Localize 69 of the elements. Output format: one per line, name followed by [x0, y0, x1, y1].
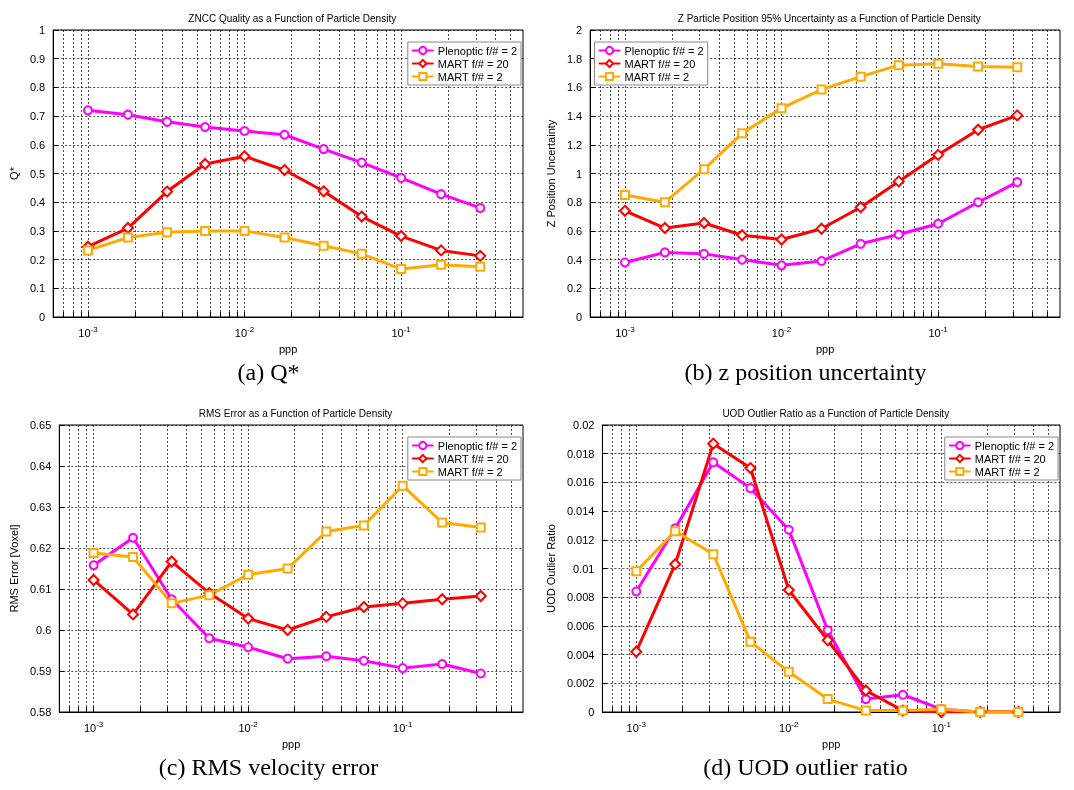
y-tick-label: 0.58 [29, 706, 52, 718]
y-tick-label: 1.6 [566, 81, 583, 94]
x-axis-title: ppp [815, 342, 835, 355]
y-axis-title: Z Position Uncertainty [544, 119, 557, 228]
y-tick-label: 1 [39, 24, 46, 36]
y-tick-label: 0.4 [566, 253, 583, 266]
y-tick-label: 0.006 [566, 619, 595, 632]
y-tick-label: 0.02 [573, 419, 595, 431]
text: (c) RMS velocity error [158, 754, 379, 780]
legend-label: MART f/# = 2 [624, 70, 690, 83]
y-tick-label: 0 [39, 311, 46, 323]
y-tick-label: 0.3 [29, 224, 46, 237]
y-axis-title: UOD Outlier Ratio [544, 524, 557, 613]
chart-title: UOD Outlier Ratio as a Function of Particle Density [722, 407, 950, 419]
x-axis-title: ppp [278, 342, 298, 355]
y-tick-label: 0.5 [29, 167, 46, 180]
y-tick-label: 0 [576, 311, 583, 323]
legend-label: MART f/# = 2 [437, 70, 503, 83]
y-tick-label: 0.8 [29, 81, 46, 94]
y-tick-label: 0.4 [29, 196, 46, 209]
y-tick-label: 0.004 [566, 648, 595, 661]
y-tick-label: 1 [576, 167, 583, 180]
y-tick-label: 0.64 [29, 460, 52, 472]
y-tick-label: 0.62 [29, 542, 52, 554]
text: (b) z position uncertainty [684, 359, 927, 385]
y-tick-label: 0.7 [29, 110, 46, 123]
y-axis-title: RMS Error [Voxel] [7, 524, 20, 613]
legend-label: Plenoptic f/# = 2 [437, 44, 518, 57]
legend-label: MART f/# = 20 [437, 452, 509, 465]
y-tick-label: 0.8 [566, 196, 583, 209]
y-tick-label: 0.1 [29, 282, 46, 295]
chart-title: RMS Error as a Function of Particle Density [198, 407, 393, 419]
y-tick-label: 0.59 [29, 665, 52, 677]
y-tick-label: 0.9 [29, 52, 46, 65]
y-axis-title: Q* [7, 166, 20, 180]
y-tick-label: 0.008 [566, 591, 595, 604]
text: (a) Q* [237, 359, 300, 385]
y-tick-label: 0 [588, 706, 595, 718]
y-tick-label: 1.8 [566, 52, 583, 65]
legend-label: MART f/# = 20 [624, 57, 696, 70]
legend-label: Plenoptic f/# = 2 [437, 439, 518, 452]
y-tick-label: 0.2 [566, 282, 583, 295]
x-axis-title: ppp [822, 737, 841, 750]
y-tick-label: 0.6 [29, 138, 46, 151]
y-tick-label: 0.002 [566, 677, 595, 690]
legend-label: MART f/# = 20 [974, 452, 1046, 465]
text: (d) UOD outlier ratio [703, 754, 908, 780]
y-tick-label: 0.016 [566, 476, 595, 489]
legend-label: MART f/# = 20 [437, 57, 509, 70]
y-tick-label: 0.6 [36, 624, 52, 636]
legend-label: MART f/# = 2 [437, 465, 503, 478]
y-tick-label: 0.61 [29, 583, 52, 595]
y-tick-label: 0.012 [566, 533, 595, 546]
y-tick-label: 2 [576, 24, 583, 36]
y-tick-label: 0.01 [573, 562, 595, 575]
legend-label: MART f/# = 2 [974, 465, 1040, 478]
y-tick-label: 1.4 [566, 110, 583, 123]
y-tick-label: 0.014 [566, 505, 595, 518]
y-tick-label: 0.65 [29, 419, 52, 431]
y-tick-label: 1.2 [566, 138, 583, 151]
chart-title: Z Particle Position 95% Uncertainty as a Function of Particle Density [677, 12, 981, 24]
chart-title: ZNCC Quality as a Function of Particle Density [188, 12, 397, 24]
legend-label: Plenoptic f/# = 2 [624, 44, 704, 57]
y-tick-label: 0.018 [566, 447, 595, 460]
y-tick-label: 0.2 [29, 253, 46, 266]
y-tick-label: 0.63 [29, 501, 52, 513]
x-axis-title: ppp [281, 737, 301, 750]
legend-label: Plenoptic f/# = 2 [974, 439, 1055, 452]
y-tick-label: 0.6 [566, 224, 583, 237]
